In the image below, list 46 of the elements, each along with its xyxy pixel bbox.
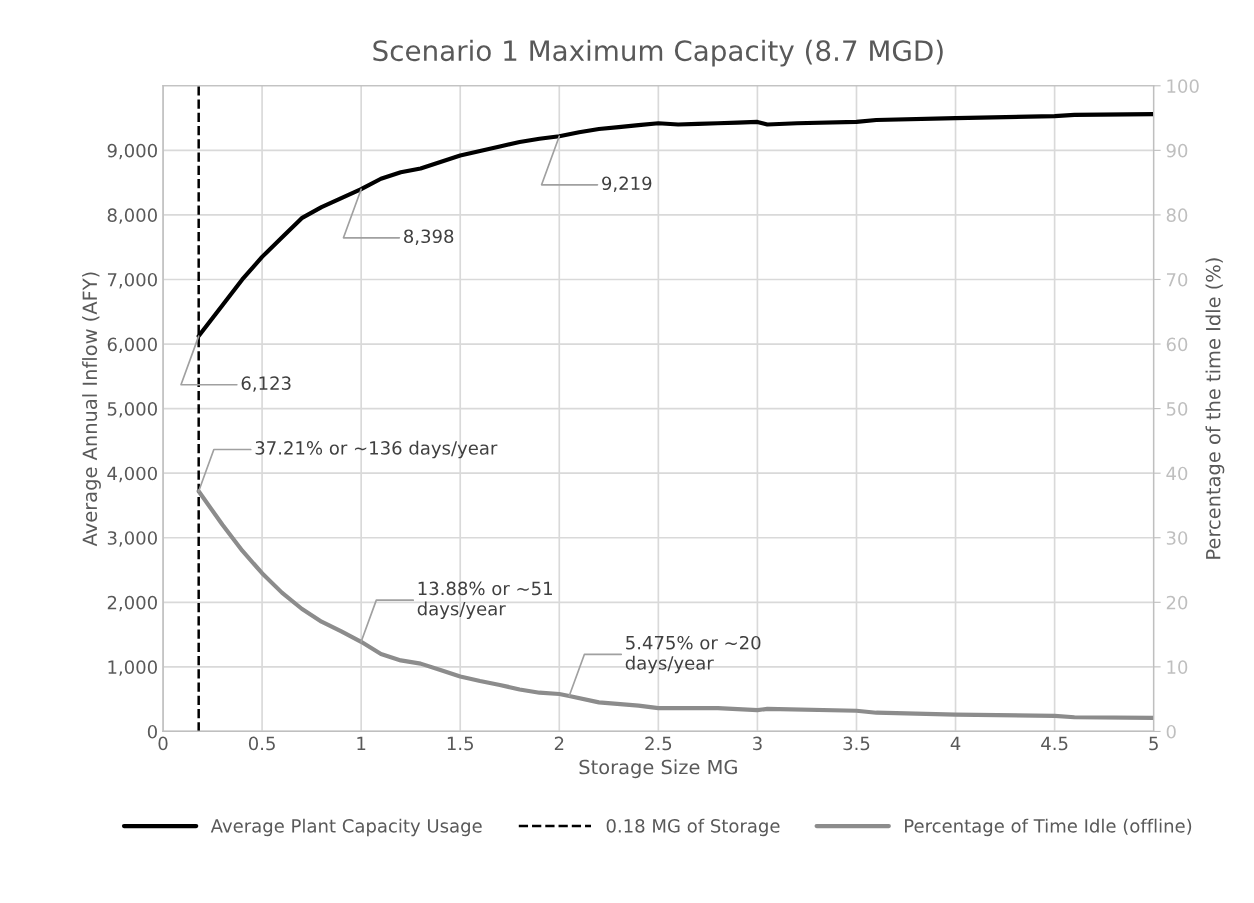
y2-tick-label: 0 <box>1166 724 1176 739</box>
x-tick-label: 3 <box>753 736 762 751</box>
x-tick-label: 4.5 <box>1041 736 1068 751</box>
y-tick-label: 3,000 <box>107 531 157 547</box>
y2-tick-label: 40 <box>1166 466 1188 481</box>
x-tick-label: 0 <box>158 736 168 751</box>
y2-tick-label: 90 <box>1166 143 1188 158</box>
y-tick-label: 8,000 <box>107 208 157 224</box>
data-label: 13.88% or ~51 days/year <box>417 581 552 619</box>
y-tick-label: 5,000 <box>107 402 157 418</box>
y-tick-label: 2,000 <box>107 595 157 612</box>
x-tick-label: 3.5 <box>843 736 870 751</box>
x-tick-label: 2 <box>554 736 564 751</box>
x-tick-label: 2.5 <box>645 736 672 751</box>
y2-tick-label: 100 <box>1167 79 1199 93</box>
x-tick-label: 4 <box>950 736 961 751</box>
y2-tick-label: 80 <box>1166 208 1188 223</box>
x-tick-label: 5 <box>1149 736 1158 751</box>
y2-tick-label: 30 <box>1166 531 1188 545</box>
x-tick-label: 0.5 <box>248 736 275 751</box>
y-tick-label: 1,000 <box>108 660 157 676</box>
data-label: 8,398 <box>404 229 454 245</box>
x-tick-label: 1 <box>357 736 366 751</box>
y-tick-label: 4,000 <box>107 466 157 483</box>
chart-title: Scenario 1 Maximum Capacity (8.7 MGD) <box>373 39 943 67</box>
y2-tick-label: 10 <box>1167 660 1188 674</box>
line-series <box>196 489 1154 720</box>
y2-tick-label: 50 <box>1166 402 1188 416</box>
legend-label: Average Plant Capacity Usage <box>210 818 482 837</box>
y-tick-label: 9,000 <box>107 143 157 160</box>
legend-label: 0.18 MG of Storage <box>606 818 780 837</box>
y-tick-label: 6,000 <box>107 337 157 353</box>
y-axis-title: Average Annual Inflow (AFY) <box>82 272 101 547</box>
y-tick-label: 0 <box>147 724 157 739</box>
data-label: 5.475% or ~20 days/year <box>625 635 761 674</box>
y2-tick-label: 60 <box>1166 337 1188 352</box>
legend-label: Percentage of Time Idle (offline) <box>905 818 1192 837</box>
data-label: 37.21% or ~136 days/year <box>255 440 498 459</box>
y-tick-label: 7,000 <box>107 272 157 289</box>
x-tick-label: 1.5 <box>447 736 473 751</box>
y2-tick-label: 20 <box>1166 595 1188 610</box>
y2-axis-title: Percentage of the time Idle (%) <box>1205 258 1225 559</box>
x-axis-title: Storage Size MG <box>579 759 737 779</box>
data-label: 9,219 <box>602 176 652 192</box>
data-label: 6,123 <box>241 376 291 392</box>
y2-tick-label: 70 <box>1166 272 1188 287</box>
